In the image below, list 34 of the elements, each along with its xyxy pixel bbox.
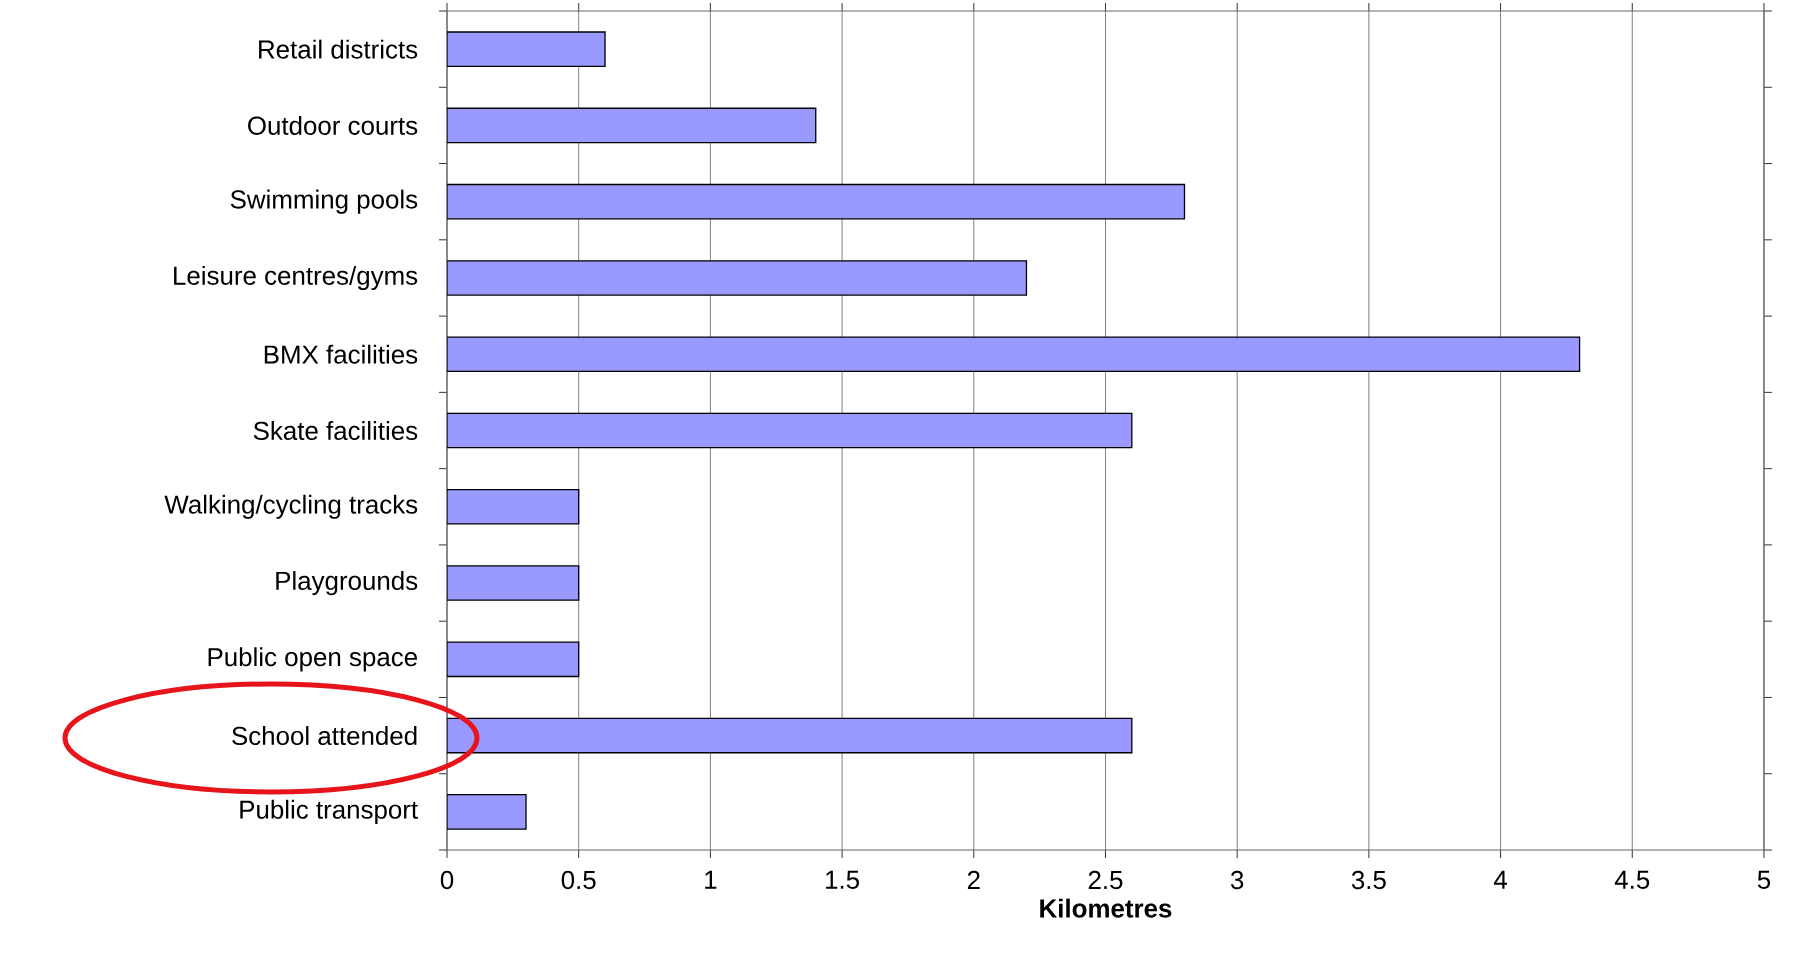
y-tick-label: BMX facilities <box>264 344 418 364</box>
x-tick-label: 3 <box>1230 870 1244 890</box>
y-tick-label: Playgrounds <box>276 570 418 596</box>
x-tick-label: 2.5 <box>1088 870 1123 890</box>
y-tick-label: Leisure centres/gyms <box>174 265 418 291</box>
y-tick-label: Public transport <box>240 799 418 824</box>
bar <box>447 31 606 67</box>
bar <box>447 717 1133 754</box>
y-tick-label: Swimming pools <box>230 189 418 214</box>
bar <box>447 641 580 678</box>
bar <box>447 107 817 144</box>
y-tick-label: School attended <box>232 726 417 746</box>
bar <box>447 488 580 525</box>
x-tick-label: 5 <box>1757 870 1771 889</box>
x-axis-title: Kilometres <box>1040 898 1172 918</box>
x-tick-label: 2 <box>967 870 980 889</box>
x-tick-label: 1.5 <box>826 870 859 889</box>
y-tick-label: Skate facilities <box>253 421 418 441</box>
y-tick-label: Outdoor courts <box>248 115 418 135</box>
x-tick-label: 3.5 <box>1351 870 1386 890</box>
x-tick-label: 0 <box>440 870 454 890</box>
x-tick-label: 0.5 <box>561 870 596 890</box>
y-tick-label: Public open space <box>208 647 417 672</box>
bar <box>447 412 1133 449</box>
bar <box>447 565 580 601</box>
x-tick-label: 4 <box>1493 870 1508 889</box>
bar <box>447 183 1186 220</box>
x-tick-label: 4.5 <box>1614 870 1650 889</box>
y-tick-label: Retail districts <box>259 39 418 59</box>
bar <box>447 794 527 830</box>
bar <box>447 336 1581 373</box>
x-tick-label: 1 <box>705 870 717 889</box>
y-tick-label: Walking/cycling tracks <box>164 494 418 519</box>
bar <box>447 260 1028 296</box>
